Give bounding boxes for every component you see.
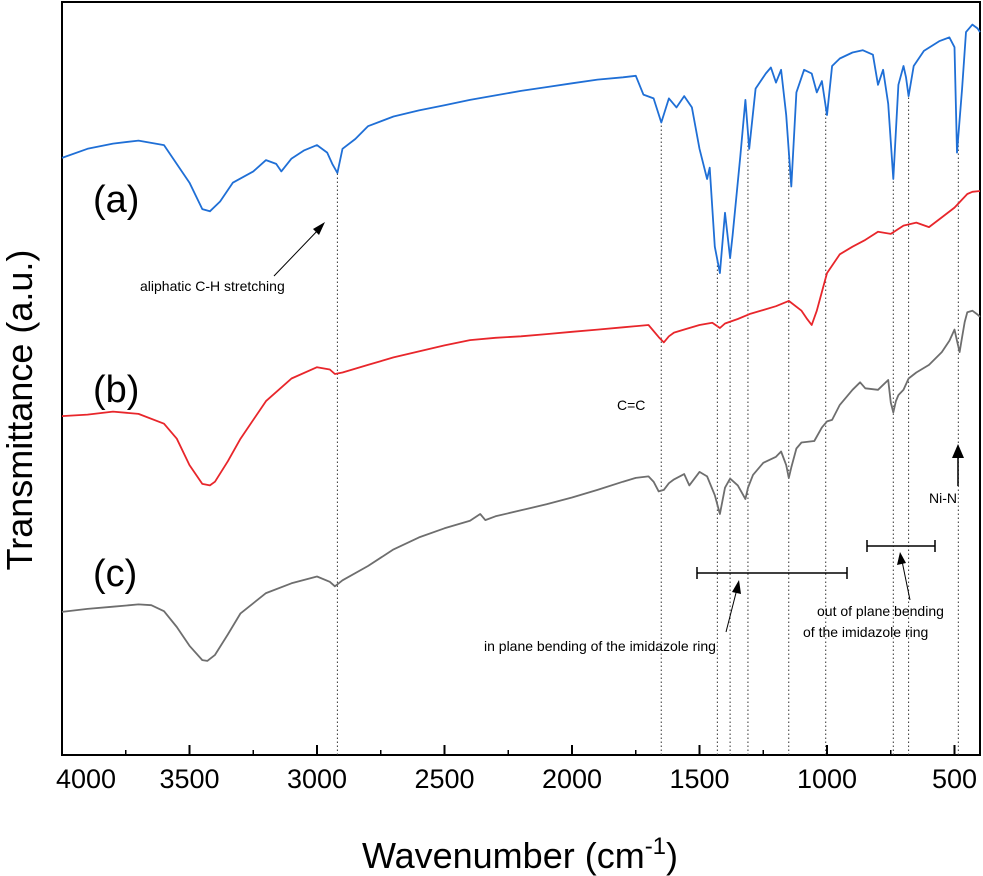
series-line-a	[61, 23, 981, 274]
annotation-in-plane: in plane bending of the imidazole ring	[484, 638, 716, 654]
x-tick-label: 2500	[414, 764, 474, 794]
x-tick-label: 500	[932, 764, 977, 794]
x-tick-label: 1500	[669, 764, 729, 794]
series-line-b	[61, 190, 981, 487]
x-axis-title-tail: )	[666, 835, 678, 876]
in-plane-arrowhead	[732, 580, 741, 594]
x-tick-label: 1000	[797, 764, 857, 794]
out-of-plane-arrow	[901, 560, 911, 601]
series-label-a: (a)	[93, 179, 139, 221]
annotation-ch-arrowhead	[313, 222, 325, 235]
annotation-ni-n: Ni-N	[929, 490, 957, 506]
x-tick-label: 3500	[159, 764, 219, 794]
x-axis-title-superscript: -1	[645, 833, 666, 860]
x-tick-label: 4000	[56, 764, 116, 794]
annotation-ni-n-arrowhead	[952, 444, 964, 458]
annotation-ch-stretching: aliphatic C-H stretching	[140, 278, 285, 294]
annotation-ch-arrow	[273, 227, 321, 277]
spectra-curves	[61, 23, 981, 662]
plot-frame	[61, 1, 981, 756]
x-axis-title: Wavenumber (cm-1)	[362, 833, 678, 876]
x-axis-ticks: 4000 3500 3000 2500 2000 1500 1000 500	[56, 745, 977, 794]
x-tick-label: 2000	[542, 764, 602, 794]
out-of-plane-arrowhead	[897, 552, 906, 565]
annotation-out-of-plane-line2: of the imidazole ring	[803, 624, 928, 640]
annotation-cc: C=C	[617, 397, 645, 413]
series-label-b: (b)	[93, 369, 139, 411]
in-plane-arrow	[725, 588, 738, 633]
annotation-out-of-plane-line1: out of plane bending	[817, 603, 944, 619]
y-axis-title: Transmittance (a.u.)	[0, 250, 40, 571]
reference-lines	[336, 96, 959, 755]
series-label-c: (c)	[93, 553, 137, 595]
series-line-c	[61, 309, 981, 662]
x-tick-label: 3000	[287, 764, 347, 794]
